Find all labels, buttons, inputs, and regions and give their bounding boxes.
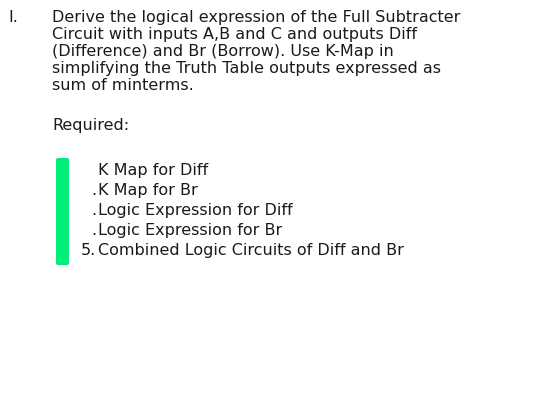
Text: K Map for Br: K Map for Br	[98, 183, 198, 198]
Text: Circuit with inputs A,B and C and outputs Diff: Circuit with inputs A,B and C and output…	[52, 27, 417, 42]
Text: .: .	[91, 203, 96, 218]
Text: .: .	[91, 223, 96, 238]
FancyBboxPatch shape	[56, 158, 69, 265]
Text: K Map for Diff: K Map for Diff	[98, 163, 208, 178]
Text: Logic Expression for Br: Logic Expression for Br	[98, 223, 282, 238]
Text: Derive the logical expression of the Full Subtracter: Derive the logical expression of the Ful…	[52, 10, 461, 25]
Text: .: .	[91, 183, 96, 198]
Text: (Difference) and Br (Borrow). Use K-Map in: (Difference) and Br (Borrow). Use K-Map …	[52, 44, 394, 59]
Text: sum of minterms.: sum of minterms.	[52, 78, 194, 93]
Text: Combined Logic Circuits of Diff and Br: Combined Logic Circuits of Diff and Br	[98, 243, 404, 258]
Text: 5.: 5.	[81, 243, 96, 258]
Text: simplifying the Truth Table outputs expressed as: simplifying the Truth Table outputs expr…	[52, 61, 441, 76]
Text: Logic Expression for Diff: Logic Expression for Diff	[98, 203, 293, 218]
Text: Required:: Required:	[52, 118, 129, 133]
Text: I.: I.	[8, 10, 18, 25]
